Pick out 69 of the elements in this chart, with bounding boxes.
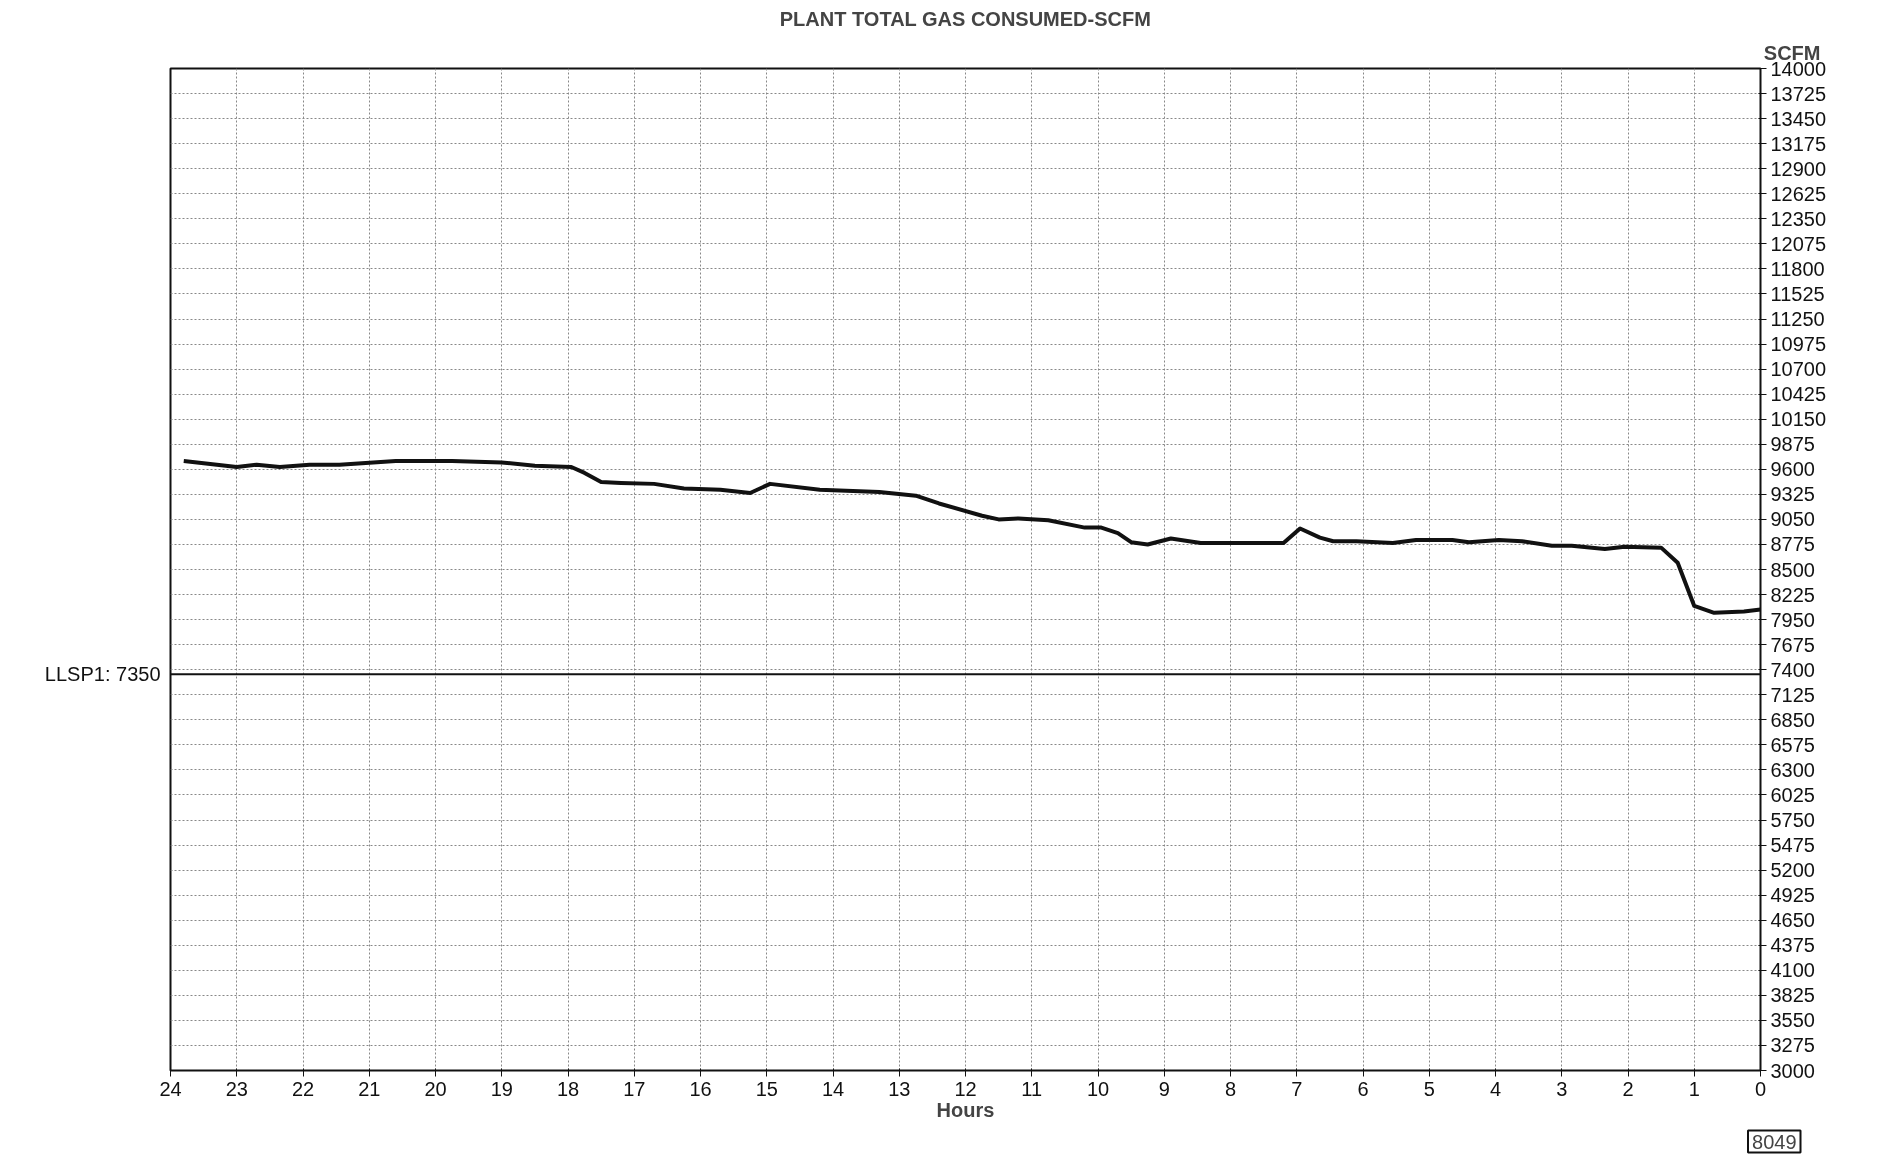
y-tick-label: 10150 <box>1770 408 1827 431</box>
x-tick-label: 15 <box>755 1077 778 1100</box>
y-tick-label: 8500 <box>1770 558 1815 581</box>
y-tick-label: 6025 <box>1770 783 1815 806</box>
y-tick-label: 7950 <box>1770 608 1815 631</box>
y-tick-label: 11525 <box>1770 282 1825 305</box>
x-tick-label: 16 <box>689 1077 712 1100</box>
y-tick-label: 9600 <box>1770 458 1815 481</box>
y-tick-label: 4650 <box>1770 909 1815 932</box>
y-tick-label: 12900 <box>1770 157 1827 180</box>
y-tick-label: 7400 <box>1770 658 1815 681</box>
y-tick-label: 5750 <box>1770 809 1815 831</box>
x-tick-label: 4 <box>1489 1077 1502 1100</box>
y-tick-label: 6575 <box>1770 733 1815 756</box>
y-tick-label: 13175 <box>1770 132 1827 155</box>
y-tick-label: 7675 <box>1770 633 1815 656</box>
x-tick-label: 11 <box>1021 1077 1043 1100</box>
x-tick-label: 14 <box>821 1077 845 1100</box>
x-tick-label: 1 <box>1688 1077 1700 1100</box>
y-tick-label: 3000 <box>1770 1059 1815 1082</box>
x-tick-label: 8 <box>1224 1077 1237 1100</box>
y-tick-label: 9875 <box>1770 433 1815 456</box>
y-tick-label: 9050 <box>1770 508 1815 531</box>
x-tick-label: 0 <box>1754 1077 1767 1100</box>
y-tick-label: 13725 <box>1770 82 1827 105</box>
y-tick-label: 3825 <box>1770 984 1815 1007</box>
y-tick-label: 7125 <box>1770 683 1815 706</box>
x-tick-label: 9 <box>1158 1077 1170 1100</box>
y-tick-label: 4375 <box>1770 934 1815 957</box>
x-tick-label: 22 <box>291 1077 315 1100</box>
ref-line-label: LLSP1: 7350 <box>44 663 161 686</box>
y-tick-label: 11800 <box>1770 257 1825 280</box>
y-tick-label: 9325 <box>1770 483 1815 506</box>
x-tick-label: 23 <box>225 1077 248 1100</box>
y-tick-label: 11250 <box>1770 308 1825 330</box>
x-tick-label: 17 <box>623 1077 646 1100</box>
y-tick-label: 3275 <box>1770 1034 1815 1057</box>
x-tick-label: 3 <box>1556 1077 1568 1100</box>
y-tick-label: 5475 <box>1770 834 1815 857</box>
y-tick-label: 3550 <box>1770 1009 1815 1032</box>
y-tick-label: 4100 <box>1770 959 1815 982</box>
x-tick-label: 13 <box>888 1077 911 1100</box>
x-tick-label: 18 <box>556 1077 580 1100</box>
y-tick-label: 13450 <box>1770 107 1827 130</box>
y-tick-label: 10425 <box>1770 383 1827 406</box>
x-tick-label: 24 <box>159 1077 182 1100</box>
y-tick-label: 5200 <box>1770 859 1815 882</box>
y-tick-label: 6300 <box>1770 758 1815 781</box>
x-tick-label: 20 <box>424 1077 447 1100</box>
y-tick-label: 8225 <box>1770 583 1815 606</box>
y-tick-label: 10700 <box>1770 358 1827 381</box>
x-axis-title: Hours <box>936 1098 995 1121</box>
y-tick-label: 6850 <box>1770 708 1815 731</box>
x-tick-label: 5 <box>1423 1077 1435 1100</box>
x-tick-label: 21 <box>358 1077 381 1100</box>
x-tick-label: 10 <box>1086 1077 1110 1100</box>
chart-title: PLANT TOTAL GAS CONSUMED-SCFM <box>779 7 1151 30</box>
text: 8049 <box>1752 1130 1797 1153</box>
x-tick-label: 12 <box>954 1077 977 1100</box>
x-tick-label: 7 <box>1291 1077 1303 1100</box>
y-tick-label: 12625 <box>1770 182 1827 205</box>
x-tick-label: 2 <box>1622 1077 1634 1100</box>
y-tick-label: 10975 <box>1770 333 1827 356</box>
y-tick-label: 12350 <box>1770 207 1827 230</box>
y-tick-label: 8775 <box>1770 533 1815 556</box>
y-tick-label: 12075 <box>1770 232 1827 255</box>
x-tick-label: 19 <box>490 1077 513 1100</box>
x-tick-label: 6 <box>1357 1077 1369 1100</box>
y-tick-label: 4925 <box>1770 884 1815 907</box>
